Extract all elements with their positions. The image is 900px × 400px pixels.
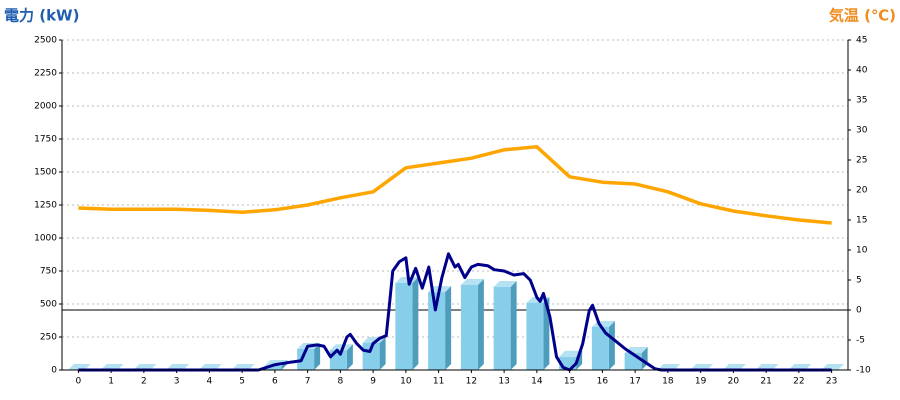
- x-tick-label: 11: [433, 377, 444, 387]
- x-tick-label: 21: [760, 377, 771, 387]
- x-tick-label: 2: [141, 377, 147, 387]
- y2-tick-label: 0: [856, 306, 862, 316]
- y-tick-label: 2250: [34, 69, 57, 79]
- x-tick-label: 17: [629, 377, 640, 387]
- x-tick-label: 9: [370, 377, 376, 387]
- x-tick-label: 19: [695, 377, 707, 387]
- bar-side: [412, 277, 419, 370]
- y-tick-label: 1750: [34, 135, 57, 145]
- y2-tick-label: 40: [856, 66, 868, 76]
- bar-side: [379, 336, 386, 370]
- bar: [428, 292, 446, 370]
- x-tick-label: 15: [564, 377, 575, 387]
- x-tick-label: 4: [207, 377, 213, 387]
- bar-top: [493, 280, 517, 287]
- bar-top: [329, 344, 353, 351]
- x-tick-label: 16: [597, 377, 609, 387]
- x-tick-label: 6: [272, 377, 278, 387]
- bar-side: [477, 278, 484, 370]
- y2-tick-label: 15: [856, 216, 867, 226]
- bar-top: [559, 350, 583, 357]
- line: [78, 145, 832, 225]
- y2-tick-label: 10: [856, 246, 868, 256]
- bar-top: [460, 278, 484, 285]
- y2-tick-label: 5: [856, 276, 862, 286]
- bar-side: [608, 320, 615, 370]
- x-tick-label: 23: [826, 377, 837, 387]
- y-tick-label: 1250: [34, 201, 57, 211]
- x-tick-label: 8: [338, 377, 344, 387]
- bar-side: [346, 344, 353, 370]
- y2-tick-label: 30: [856, 126, 868, 136]
- bar: [591, 326, 609, 370]
- y-tick-label: 0: [51, 366, 57, 376]
- bar: [395, 283, 413, 370]
- x-tick-label: 5: [239, 377, 245, 387]
- x-tick-label: 13: [498, 377, 509, 387]
- bar-side: [510, 280, 517, 370]
- y2-tick-label: -5: [856, 336, 865, 346]
- y-tick-label: 250: [40, 333, 57, 343]
- bar-side: [445, 286, 452, 370]
- x-tick-label: 1: [108, 377, 114, 387]
- y-tick-label: 1500: [34, 168, 57, 178]
- y2-tick-label: -10: [856, 366, 871, 376]
- bar-side: [314, 343, 321, 370]
- x-tick-label: 12: [466, 377, 477, 387]
- bar: [264, 366, 282, 370]
- x-tick-label: 0: [76, 377, 82, 387]
- y-tick-label: 2000: [34, 102, 57, 112]
- y-tick-label: 2500: [34, 36, 57, 46]
- bar: [526, 302, 544, 370]
- bar: [297, 349, 315, 370]
- x-tick-label: 18: [662, 377, 674, 387]
- line: [78, 252, 832, 372]
- y2-tick-label: 20: [856, 186, 868, 196]
- y-axis-title: 電力 (kW): [4, 7, 79, 25]
- y2-axis-title: 気温 (℃): [829, 7, 896, 25]
- bar: [460, 284, 478, 370]
- y-tick-label: 750: [40, 267, 57, 277]
- x-tick-label: 22: [793, 377, 804, 387]
- y2-tick-label: 45: [856, 36, 867, 46]
- x-tick-label: 20: [728, 377, 740, 387]
- y-tick-label: 1000: [34, 234, 57, 244]
- x-tick-label: 10: [400, 377, 412, 387]
- x-tick-label: 7: [305, 377, 311, 387]
- y2-tick-label: 35: [856, 96, 867, 106]
- y2-tick-label: 25: [856, 156, 867, 166]
- x-tick-label: 3: [174, 377, 180, 387]
- bar: [493, 286, 511, 370]
- y-tick-label: 500: [40, 300, 57, 310]
- x-tick-label: 14: [531, 377, 543, 387]
